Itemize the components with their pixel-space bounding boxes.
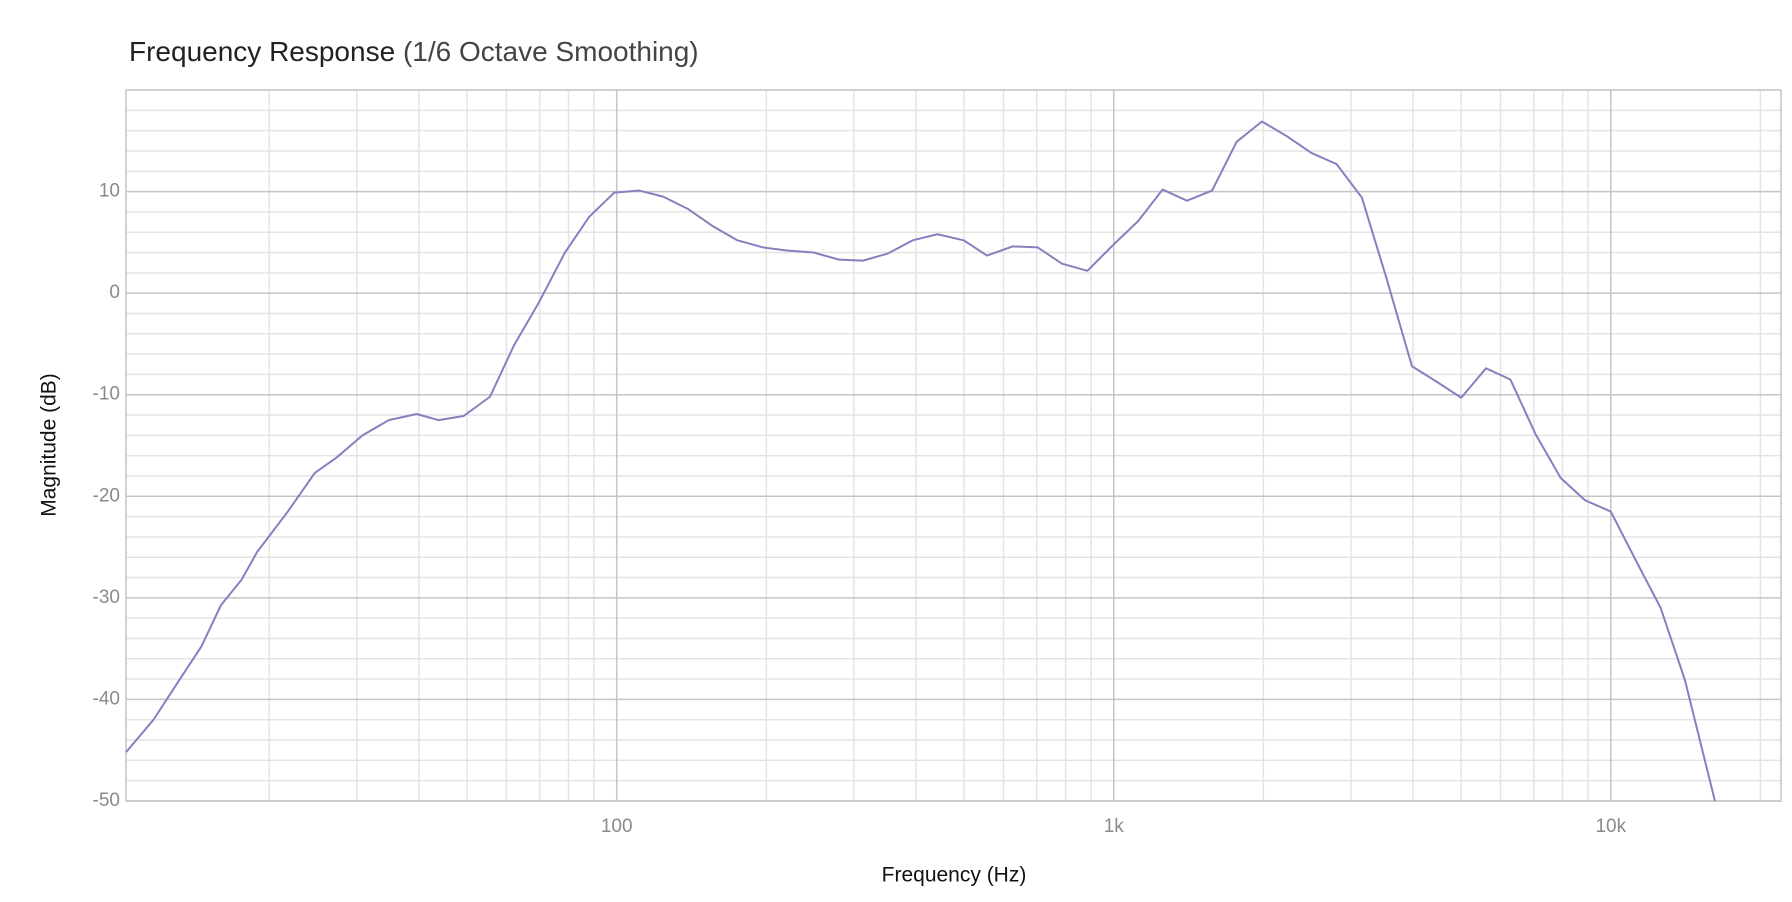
y-tick-label: -40 [93, 688, 120, 709]
y-tick-label: -50 [93, 790, 120, 811]
x-axis-title: Frequency (Hz) [882, 864, 1027, 887]
subtitle: (1/6 Octave Smoothing) [403, 36, 699, 67]
y-tick-label: -20 [93, 485, 120, 506]
y-tick-label: -30 [93, 587, 120, 608]
title: Frequency Response [129, 36, 395, 67]
y-tick-label: -10 [93, 384, 120, 405]
y-axis-title: Magnitude (dB) [38, 373, 61, 517]
y-tick-label: 10 [99, 181, 120, 202]
line-series [125, 120, 1716, 802]
chart-title: Frequency Response (1/6 Octave Smoothing… [129, 36, 699, 67]
plot-frame [125, 89, 1782, 802]
x-tick-label: 10k [1595, 816, 1626, 837]
x-tick-label: 1k [1104, 816, 1125, 837]
x-tick-label: 100 [601, 816, 633, 837]
y-tick-label: 0 [109, 282, 120, 303]
